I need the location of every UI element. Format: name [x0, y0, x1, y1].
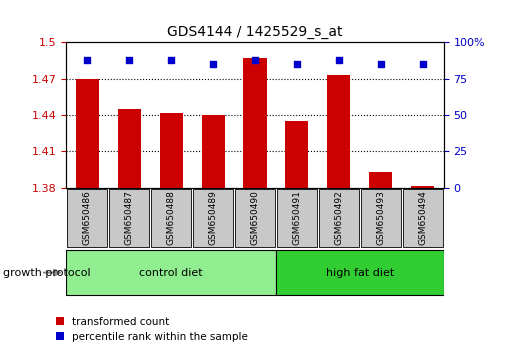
FancyBboxPatch shape: [318, 189, 358, 247]
Point: [250, 57, 259, 63]
Bar: [369, 172, 391, 188]
Text: GSM650490: GSM650490: [250, 190, 259, 245]
Text: growth protocol: growth protocol: [3, 268, 90, 278]
Point: [83, 57, 91, 63]
FancyBboxPatch shape: [360, 189, 400, 247]
Text: GSM650488: GSM650488: [166, 190, 175, 245]
Point: [209, 61, 217, 67]
FancyBboxPatch shape: [109, 189, 149, 247]
Text: high fat diet: high fat diet: [325, 268, 393, 278]
Legend: transformed count, percentile rank within the sample: transformed count, percentile rank withi…: [56, 316, 247, 342]
FancyBboxPatch shape: [67, 189, 107, 247]
Point: [292, 61, 300, 67]
FancyBboxPatch shape: [276, 189, 317, 247]
Bar: [118, 109, 140, 188]
Bar: [159, 113, 182, 188]
FancyBboxPatch shape: [192, 189, 233, 247]
FancyBboxPatch shape: [151, 189, 191, 247]
Bar: [285, 121, 308, 188]
Bar: [243, 58, 266, 188]
FancyBboxPatch shape: [66, 250, 275, 295]
Title: GDS4144 / 1425529_s_at: GDS4144 / 1425529_s_at: [167, 25, 342, 39]
Text: GSM650487: GSM650487: [125, 190, 133, 245]
Text: GSM650486: GSM650486: [82, 190, 92, 245]
Text: GSM650494: GSM650494: [417, 190, 427, 245]
Bar: [76, 79, 99, 188]
FancyBboxPatch shape: [235, 189, 274, 247]
Point: [125, 57, 133, 63]
FancyBboxPatch shape: [402, 189, 442, 247]
Point: [376, 61, 384, 67]
Text: GSM650493: GSM650493: [376, 190, 384, 245]
Text: GSM650492: GSM650492: [334, 190, 343, 245]
Text: GSM650489: GSM650489: [208, 190, 217, 245]
Text: control diet: control diet: [139, 268, 203, 278]
FancyBboxPatch shape: [275, 250, 443, 295]
Text: GSM650491: GSM650491: [292, 190, 301, 245]
Bar: [201, 115, 224, 188]
Point: [418, 61, 426, 67]
Point: [167, 57, 175, 63]
Bar: [327, 75, 350, 188]
Point: [334, 57, 342, 63]
Bar: [410, 187, 434, 188]
